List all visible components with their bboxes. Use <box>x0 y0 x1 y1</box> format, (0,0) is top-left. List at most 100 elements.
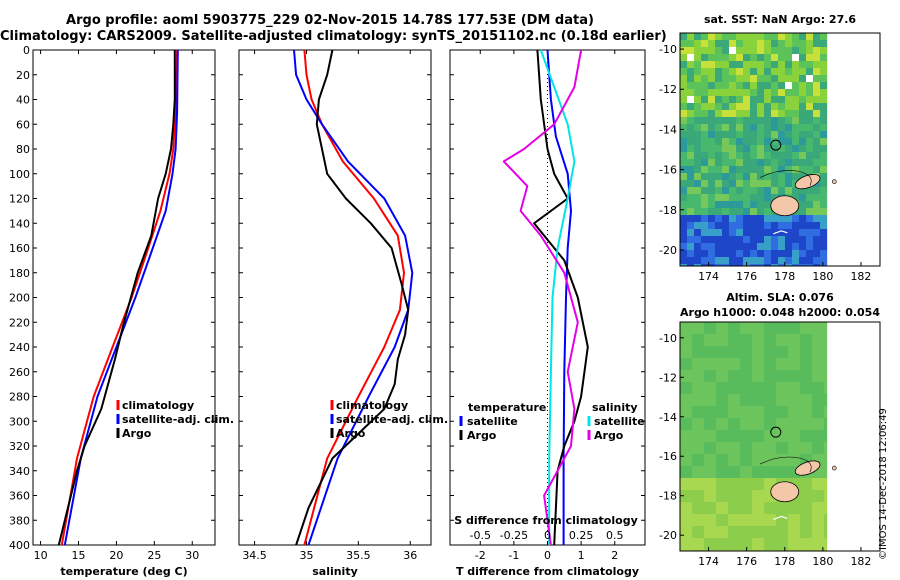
map-field-cell <box>757 138 765 146</box>
map-field-cell <box>800 394 813 407</box>
map-field-cell <box>694 145 702 153</box>
map-field-cell <box>687 82 695 90</box>
map-field-cell <box>800 358 813 371</box>
map-field-cell <box>820 166 828 174</box>
map-field-cell <box>680 322 693 335</box>
map-field-cell <box>704 430 717 443</box>
map-x-tick-label: 180 <box>812 270 833 283</box>
map-field-cell <box>750 194 758 202</box>
map-field-cell <box>778 61 786 69</box>
map-field-cell <box>806 145 814 153</box>
copyright-notice: ©IMOS 14-Dec-2018 12:06:49 <box>878 408 889 560</box>
map-field-cell <box>776 418 789 431</box>
map-field-cell <box>680 131 688 139</box>
map-field-cell <box>692 454 705 467</box>
map-field-cell <box>680 215 688 223</box>
panel-differences: -2 -1 0 1 2 T difference from climatology <box>449 49 646 578</box>
y-tick-label: 340 <box>9 465 30 478</box>
y-tick-label: 140 <box>9 217 30 230</box>
map-field-cell <box>785 236 793 244</box>
map-field-cell <box>716 406 729 419</box>
map-field-cell <box>813 117 821 125</box>
map-field-cell <box>800 322 813 335</box>
map-field-cell <box>708 208 716 216</box>
map-field-cell <box>694 117 702 125</box>
map-field-cell <box>722 103 730 111</box>
map-field-cell <box>743 159 751 167</box>
map-field-cell <box>785 89 793 97</box>
island-small <box>831 465 837 471</box>
map-field-cell <box>824 430 828 443</box>
map-field-cell <box>694 103 702 111</box>
plot-frame-temperature <box>32 49 216 546</box>
map-field-cell <box>757 194 765 202</box>
map-field-cell <box>776 526 789 539</box>
map-field-cell <box>708 222 716 230</box>
map-field-cell <box>680 187 688 195</box>
map-field-cell <box>820 89 828 97</box>
map-field-cell <box>692 406 705 419</box>
map-field-cell <box>715 250 723 258</box>
map-field-cell <box>740 370 753 383</box>
map-field-cell <box>708 131 716 139</box>
map-field-cell <box>694 229 702 237</box>
map-field-cell <box>694 68 702 76</box>
map-field-cell <box>743 215 751 223</box>
map-field-cell <box>680 96 688 104</box>
map-field-cell <box>806 82 814 90</box>
map-field-cell <box>708 47 716 55</box>
map-field-cell <box>820 117 828 125</box>
map-field-cell <box>820 33 828 41</box>
map-field-cell <box>792 138 800 146</box>
map-field-cell <box>729 131 737 139</box>
map-field-cell <box>692 478 705 491</box>
map-field-cell <box>764 358 777 371</box>
map-field-cell <box>729 166 737 174</box>
map-field-cell <box>764 418 777 431</box>
map-field-cell <box>750 54 758 62</box>
map-field-cell <box>824 478 828 491</box>
map-field-cell <box>687 250 695 258</box>
map-field-cell <box>799 124 807 132</box>
map-field-cell <box>701 243 709 251</box>
map-field-cell <box>729 159 737 167</box>
map-field-cell <box>687 68 695 76</box>
map-field-cell <box>680 514 693 527</box>
island-viti-levu <box>770 195 800 217</box>
map-y-tick-label: -10 <box>659 43 677 56</box>
map-field-cell <box>704 334 717 347</box>
map-field-cell <box>824 406 828 419</box>
map-field-cell <box>785 229 793 237</box>
map-field-cell <box>812 346 825 359</box>
y-tick-label: 320 <box>9 440 30 453</box>
legend-label: Argo <box>594 429 624 442</box>
map-field-cell <box>752 454 765 467</box>
map-field-cell <box>757 229 765 237</box>
map-field-cell <box>750 96 758 104</box>
map-field-cell <box>771 40 779 48</box>
map-y-tick-label: -16 <box>659 164 677 177</box>
map-field-cell <box>824 394 828 407</box>
map-field-cell <box>694 110 702 118</box>
map-field-cell <box>771 110 779 118</box>
map-field-cell <box>728 370 741 383</box>
map-field-cell <box>743 187 751 195</box>
map-field-cell <box>722 110 730 118</box>
map-field-cell <box>800 370 813 383</box>
map-field-cell <box>752 370 765 383</box>
map-field-cell <box>812 322 825 335</box>
map-field-cell <box>694 257 702 265</box>
map-field-cell <box>708 54 716 62</box>
map-field-cell <box>776 382 789 395</box>
map-field-cell <box>729 54 737 62</box>
map-field-cell <box>704 346 717 359</box>
map-field-cell <box>820 264 828 267</box>
map-field-cell <box>752 442 765 455</box>
map-field-cell <box>736 47 744 55</box>
map-field-cell <box>764 250 772 258</box>
map-field-cell <box>792 124 800 132</box>
map-field-cell <box>743 96 751 104</box>
map-field-cell <box>743 89 751 97</box>
map-field-cell <box>824 418 828 431</box>
map-field-cell <box>743 61 751 69</box>
